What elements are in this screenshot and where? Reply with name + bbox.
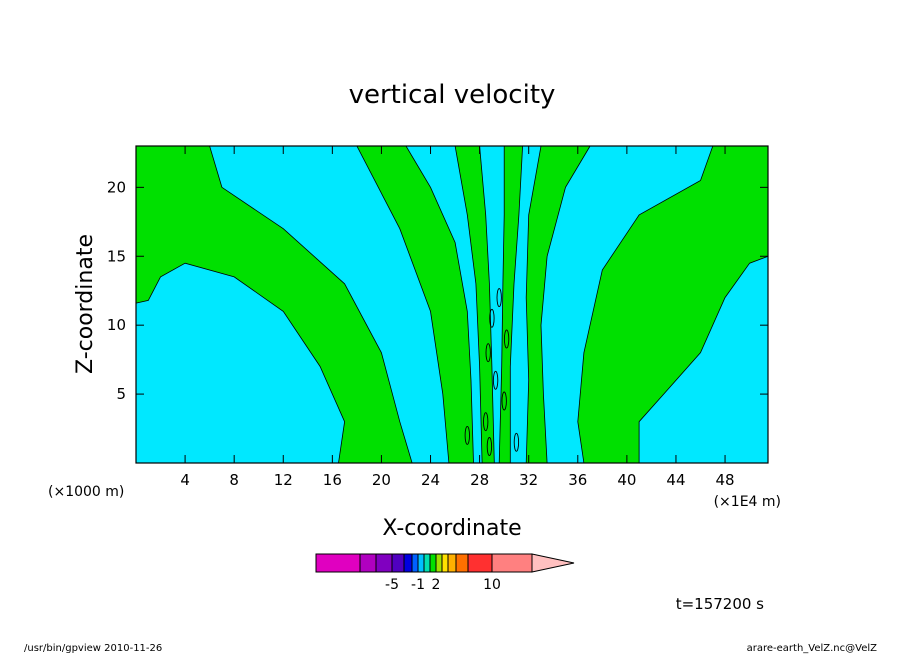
x-tick-label: 16 — [323, 471, 342, 489]
plot-area — [135, 145, 769, 464]
colorbar-cell — [403, 553, 413, 573]
x-tick-label: 24 — [421, 471, 440, 489]
footer-right: arare-earth_VelZ.nc@VelZ — [747, 643, 878, 654]
x-tick-label: 12 — [274, 471, 293, 489]
colorbar-label: 2 — [432, 577, 441, 593]
colorbar-arrow — [531, 553, 575, 573]
colorbar-cell — [429, 553, 437, 573]
plot-frame — [135, 145, 769, 464]
contour-line-9 — [503, 329, 510, 349]
x-tick-label: 20 — [372, 471, 391, 489]
y-tick-label: 20 — [107, 178, 126, 196]
contour-line-5 — [501, 391, 507, 411]
contour-region-4 — [525, 145, 591, 464]
x-tick-label: 40 — [617, 471, 636, 489]
contour-line-6 — [496, 288, 502, 308]
colorbar-cell — [359, 553, 377, 573]
contour-region-1 — [135, 145, 413, 464]
y-tick-label: 15 — [107, 247, 126, 265]
x-unit-right-label: (×1E4 m) — [714, 494, 781, 510]
colorbar-cell — [441, 553, 449, 573]
colorbar-cell — [467, 553, 493, 573]
footer-left: /usr/bin/gpview 2010-11-26 — [24, 643, 162, 654]
colorbar-cell — [411, 553, 419, 573]
colorbar-cell — [455, 553, 469, 573]
contour-line-1 — [489, 308, 495, 328]
contour-line-3 — [492, 370, 499, 390]
x-tick-label: 8 — [229, 471, 239, 489]
colorbar-cell — [417, 553, 425, 573]
colorbar-cell — [491, 553, 533, 573]
y-tick-label: 10 — [107, 316, 126, 334]
colorbar-cell — [435, 553, 443, 573]
y-axis-ticks: 5 10 15 20 — [107, 178, 768, 403]
contour-line-7 — [464, 425, 470, 445]
colorbar-cell — [391, 553, 405, 573]
colorbar-cell — [315, 553, 361, 573]
contour-line-2 — [485, 343, 491, 363]
colorbar-cell — [375, 553, 393, 573]
time-label: t=157200 s — [676, 595, 764, 613]
colorbar-label: -1 — [411, 577, 425, 593]
x-tick-label: 36 — [568, 471, 587, 489]
contour-bands — [135, 145, 769, 464]
x-unit-left-label: (×1000 m) — [48, 484, 124, 500]
colorbar-cell — [423, 553, 431, 573]
colorbar-label: -5 — [385, 577, 399, 593]
y-axis-label: Z-coordinate — [73, 234, 98, 374]
x-tick-label: 44 — [666, 471, 685, 489]
x-axis-label: X-coordinate — [382, 516, 521, 541]
x-tick-label: 48 — [716, 471, 735, 489]
colorbar-label: 10 — [483, 577, 501, 593]
contour-region-3 — [356, 145, 474, 464]
chart-title: vertical velocity — [349, 80, 556, 110]
x-tick-label: 32 — [519, 471, 538, 489]
contour-line-4 — [483, 412, 489, 432]
x-tick-label: 4 — [180, 471, 190, 489]
colorbar — [315, 553, 575, 573]
colorbar-cell — [447, 553, 457, 573]
contour-lines — [464, 288, 520, 456]
y-tick-label: 5 — [116, 385, 126, 403]
x-tick-label: 28 — [470, 471, 489, 489]
x-axis-ticks: 4 8 12 16 20 24 28 32 36 40 44 48 — [180, 146, 735, 489]
contour-line-10 — [486, 437, 493, 456]
contour-line-8 — [513, 432, 520, 452]
colorbar-labels: -5 -1 2 10 — [385, 577, 501, 593]
